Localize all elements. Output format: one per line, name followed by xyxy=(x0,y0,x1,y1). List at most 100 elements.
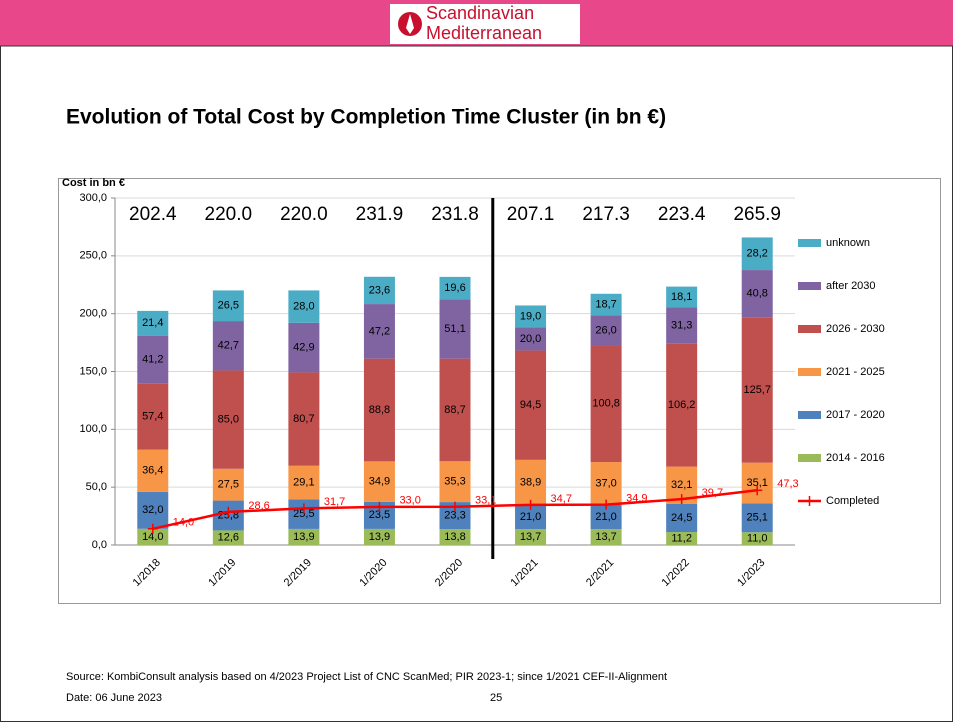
data-label: 32,0 xyxy=(142,504,163,516)
y-tick-label: 150,0 xyxy=(79,365,107,377)
chart-title: Evolution of Total Cost by Completion Ti… xyxy=(66,106,666,129)
line-marker xyxy=(676,494,687,505)
legend-swatch xyxy=(798,454,821,462)
data-label: 25,5 xyxy=(293,508,314,520)
page-number: 25 xyxy=(490,692,502,704)
legend-label: 2014 - 2016 xyxy=(826,452,885,464)
total-label: 217.3 xyxy=(582,204,630,225)
data-label: 18,1 xyxy=(671,291,692,303)
data-label: 21,0 xyxy=(520,511,541,523)
legend-swatch xyxy=(798,239,821,247)
line-label: 28,6 xyxy=(248,500,269,512)
bar-segment xyxy=(137,491,169,529)
data-label: 12,6 xyxy=(218,532,239,544)
data-label: 29,1 xyxy=(293,477,314,489)
bar-segment xyxy=(212,468,244,501)
bar-segment xyxy=(439,299,471,359)
data-label: 13,7 xyxy=(595,531,616,543)
data-label: 94,5 xyxy=(520,399,541,411)
y-tick-label: 50,0 xyxy=(86,481,107,493)
bar-segment xyxy=(363,276,395,305)
data-label: 40,8 xyxy=(747,288,768,300)
data-label: 28,2 xyxy=(747,248,768,260)
data-label: 31,3 xyxy=(671,320,692,332)
bar-segment xyxy=(439,276,471,300)
bar-segment xyxy=(666,286,698,308)
data-label: 21,4 xyxy=(142,317,163,329)
line-label: 33,0 xyxy=(399,495,420,507)
y-tick-label: 200,0 xyxy=(79,308,107,320)
data-label: 19,6 xyxy=(444,282,465,294)
bar-segment xyxy=(212,321,244,371)
total-label: 223.4 xyxy=(658,204,706,225)
data-label: 11,0 xyxy=(747,533,768,545)
bar-segment xyxy=(741,462,773,504)
bar-segment xyxy=(137,528,169,545)
bar-segment xyxy=(137,449,169,492)
bar-segment xyxy=(288,528,320,545)
data-label: 21,0 xyxy=(595,511,616,523)
bar-segment xyxy=(515,327,547,351)
data-label: 51,1 xyxy=(444,323,465,335)
bar-segment xyxy=(288,290,320,323)
data-label: 24,5 xyxy=(671,512,692,524)
data-label: 106,2 xyxy=(668,399,696,411)
data-label: 23,3 xyxy=(444,509,465,521)
legend-label: Completed xyxy=(826,495,879,507)
bar-segment xyxy=(363,304,395,359)
line-label: 47,3 xyxy=(777,478,798,490)
line-marker xyxy=(374,501,385,512)
data-label: 41,2 xyxy=(142,353,163,365)
data-label: 42,7 xyxy=(218,340,239,352)
line-label: 33,1 xyxy=(475,495,496,507)
data-label: 11,2 xyxy=(671,532,692,544)
data-label: 35,1 xyxy=(747,477,768,489)
legend-swatch xyxy=(798,282,821,290)
bar-segment xyxy=(590,462,622,505)
total-label: 231.8 xyxy=(431,204,479,225)
data-label: 47,2 xyxy=(369,325,390,337)
y-tick-label: 300,0 xyxy=(79,192,107,204)
bar-segment xyxy=(137,335,169,384)
data-label: 38,9 xyxy=(520,476,541,488)
bar-segment xyxy=(212,530,244,545)
y-axis-label: Cost in bn € xyxy=(62,177,125,189)
y-tick-label: 250,0 xyxy=(79,250,107,262)
line-marker xyxy=(525,499,536,510)
legend-label: 2026 - 2030 xyxy=(826,323,885,335)
data-label: 20,0 xyxy=(520,333,541,345)
legend-label: after 2030 xyxy=(826,280,876,292)
source: Source: KombiConsult analysis based on 4… xyxy=(66,671,667,683)
bar-segment xyxy=(515,529,547,545)
data-label: 13,7 xyxy=(520,531,541,543)
data-label: 13,8 xyxy=(444,531,465,543)
data-label: 85,0 xyxy=(218,414,239,426)
legend-swatch xyxy=(798,411,821,419)
line-label: 34,7 xyxy=(551,493,572,505)
legend-label: 2021 - 2025 xyxy=(826,366,885,378)
total-label: 202.4 xyxy=(129,204,177,225)
bar-segment xyxy=(515,350,547,460)
bar-segment xyxy=(741,237,773,271)
line-label: 14,0 xyxy=(173,517,194,529)
bar-segment xyxy=(741,532,773,545)
bar-segment xyxy=(515,305,547,328)
data-label: 36,4 xyxy=(142,465,163,477)
line-marker xyxy=(450,501,460,512)
bar-segment xyxy=(590,529,622,545)
bar-segment xyxy=(439,461,471,503)
bar-segment xyxy=(288,322,320,373)
bar-segment xyxy=(288,465,320,500)
data-label: 26,0 xyxy=(595,324,616,336)
total-label: 231.9 xyxy=(356,204,404,225)
data-label: 13,9 xyxy=(293,531,314,543)
bar-segment xyxy=(439,358,471,462)
bar-segment xyxy=(666,503,698,533)
data-label: 125,7 xyxy=(743,384,771,396)
bar-segment xyxy=(363,528,395,545)
total-label: 265.9 xyxy=(733,204,781,225)
date: Date: 06 June 2023 xyxy=(66,692,162,704)
total-label: 220.0 xyxy=(205,204,253,225)
y-tick-label: 100,0 xyxy=(79,423,107,435)
bar-segment xyxy=(666,343,698,467)
